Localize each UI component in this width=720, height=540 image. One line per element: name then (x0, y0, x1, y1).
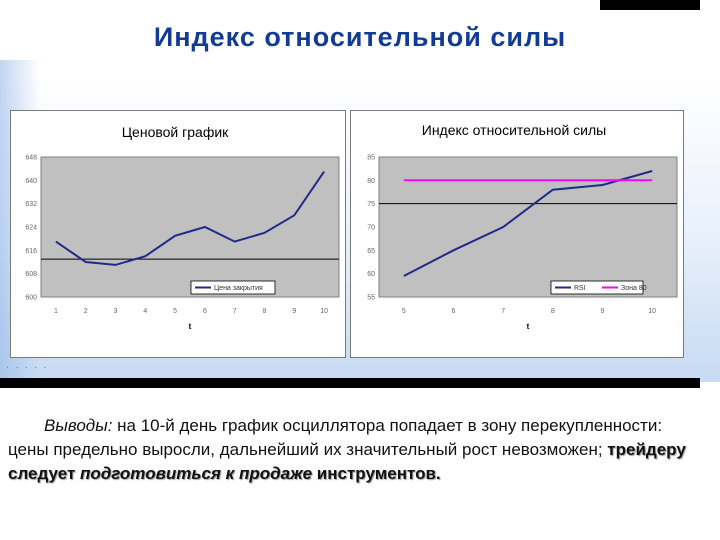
x-tick-label: 9 (292, 308, 296, 315)
conclusion-emphasis: трейдеру следует (8, 440, 686, 483)
top-black-bar (600, 0, 700, 10)
y-tick-label: 640 (25, 178, 37, 185)
y-tick-label: 624 (25, 225, 37, 232)
x-axis-label: t (189, 322, 192, 331)
decorative-dots: ····· (6, 362, 53, 373)
x-tick-label: 8 (263, 308, 267, 315)
x-tick-label: 9 (601, 308, 605, 315)
series-line-1 (55, 171, 325, 266)
page-title: Индекс относительной силы (153, 22, 567, 52)
rsi-chart-panel: Индекс относительной силы 55 60 65 70 75 80 85 5… (350, 110, 684, 358)
plot-area (40, 156, 340, 298)
x-tick-label: 10 (648, 308, 656, 315)
x-tick-label: 2 (84, 308, 88, 315)
price-chart-panel: Ценовой график 600 608 616 624 632 640 648 1 2 3 4 5… (10, 110, 346, 358)
y-tick-label: 648 (25, 155, 37, 162)
legend-label: Зона 80 (621, 285, 647, 292)
price-chart: Ценовой график 600 608 616 624 632 640 648 1 2 3 4 5… (25, 124, 340, 331)
x-tick-label: 8 (551, 308, 555, 315)
chart-title: Индекс относительной силы (422, 122, 606, 138)
x-tick-label: 6 (452, 308, 456, 315)
legend-label: Цена закрытия (214, 285, 263, 292)
conclusion-emphasis-italic: подготовиться к продаже (80, 464, 313, 483)
conclusion-emphasis-end: инструментов. (312, 464, 441, 483)
y-tick-label: 616 (25, 248, 37, 255)
x-tick-label: 4 (143, 308, 147, 315)
y-tick-label: 632 (25, 201, 37, 208)
conclusion-text: Выводы: на 10-й день график осциллятора … (8, 414, 698, 486)
conclusion-body: на 10-й день график осциллятора попадает… (8, 416, 663, 459)
x-tick-label: 7 (233, 308, 237, 315)
divider-bar (0, 378, 700, 388)
plot-area (378, 156, 678, 298)
series-line-1 (403, 170, 653, 277)
chart-title: Ценовой график (122, 124, 229, 140)
x-tick-label: 6 (203, 308, 207, 315)
y-tick-label: 65 (367, 248, 375, 255)
x-tick-label: 10 (320, 308, 328, 315)
x-tick-label: 5 (173, 308, 177, 315)
x-tick-label: 3 (114, 308, 118, 315)
y-tick-label: 600 (25, 295, 37, 302)
y-tick-label: 80 (367, 178, 375, 185)
legend-label: RSI (574, 285, 586, 292)
x-axis-label: t (527, 322, 530, 331)
y-tick-label: 75 (367, 201, 375, 208)
conclusion-lead: Выводы: (44, 416, 113, 435)
legend-box (550, 280, 644, 295)
y-tick-label: 85 (367, 155, 375, 162)
y-tick-label: 608 (25, 271, 37, 278)
y-tick-label: 55 (367, 295, 375, 302)
x-tick-label: 1 (54, 308, 58, 315)
y-tick-label: 60 (367, 271, 375, 278)
x-tick-label: 5 (402, 308, 406, 315)
rsi-chart: Индекс относительной силы 55 60 65 70 75 80 85 5… (367, 122, 678, 331)
x-tick-label: 7 (501, 308, 505, 315)
legend-box (190, 280, 276, 295)
y-tick-label: 70 (367, 225, 375, 232)
top-strip (0, 0, 720, 10)
